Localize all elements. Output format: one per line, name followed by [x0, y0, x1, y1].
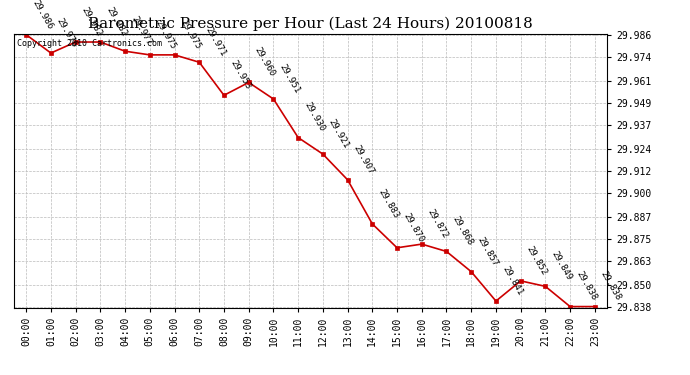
Title: Barometric Pressure per Hour (Last 24 Hours) 20100818: Barometric Pressure per Hour (Last 24 Ho…	[88, 17, 533, 31]
Text: 29.930: 29.930	[302, 101, 326, 134]
Text: 29.868: 29.868	[451, 215, 475, 247]
Text: 29.921: 29.921	[327, 117, 351, 150]
Text: 29.960: 29.960	[253, 46, 277, 78]
Text: 29.849: 29.849	[549, 250, 573, 282]
Text: 29.838: 29.838	[574, 270, 598, 302]
Text: Copyright 2010 Cartronics.com: Copyright 2010 Cartronics.com	[17, 39, 161, 48]
Text: 29.982: 29.982	[80, 5, 104, 38]
Text: 29.951: 29.951	[277, 62, 302, 95]
Text: 29.971: 29.971	[204, 26, 227, 58]
Text: 29.975: 29.975	[179, 18, 203, 51]
Text: 29.953: 29.953	[228, 59, 252, 91]
Text: 29.907: 29.907	[352, 143, 375, 176]
Text: 29.852: 29.852	[525, 244, 549, 277]
Text: 29.841: 29.841	[500, 264, 524, 297]
Text: 29.977: 29.977	[129, 15, 153, 47]
Text: 29.986: 29.986	[30, 0, 55, 30]
Text: 29.883: 29.883	[377, 187, 400, 220]
Text: 29.982: 29.982	[104, 5, 128, 38]
Text: 29.976: 29.976	[55, 16, 79, 49]
Text: 29.857: 29.857	[475, 235, 500, 267]
Text: 29.975: 29.975	[154, 18, 178, 51]
Text: 29.872: 29.872	[426, 207, 450, 240]
Text: 29.838: 29.838	[599, 270, 623, 302]
Text: 29.870: 29.870	[401, 211, 425, 244]
